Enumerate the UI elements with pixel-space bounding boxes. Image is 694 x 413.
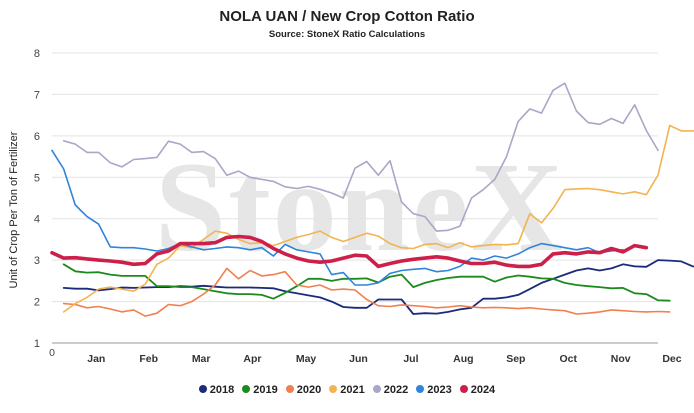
x-tick-label: Aug bbox=[453, 353, 473, 365]
legend-label: 2019 bbox=[253, 384, 278, 396]
legend-label: 2021 bbox=[340, 384, 365, 396]
x-tick-label: Oct bbox=[560, 353, 578, 365]
x-axis-ticks: 0 Jan Feb Mar Apr May Jun Jul Aug Sep Oct Nov Dec bbox=[49, 347, 682, 365]
legend: 2018 2019 2020 2021 2022 2023 2024 bbox=[0, 384, 694, 396]
x-tick-label: Jul bbox=[403, 353, 418, 365]
legend-item-2024[interactable]: 2024 bbox=[459, 384, 496, 396]
y-axis-ticks: 1 2 3 4 5 6 7 8 bbox=[34, 48, 40, 350]
legend-marker bbox=[459, 385, 468, 393]
x-origin-label: 0 bbox=[49, 347, 55, 359]
x-tick-label: Jan bbox=[87, 353, 105, 365]
legend-marker bbox=[329, 385, 338, 393]
legend-marker bbox=[285, 385, 294, 393]
legend-marker bbox=[372, 385, 381, 393]
legend-item-2019[interactable]: 2019 bbox=[242, 384, 278, 396]
series-line-2021 bbox=[62, 124, 694, 313]
series-line-2020 bbox=[62, 267, 671, 317]
y-tick-label: 3 bbox=[34, 255, 40, 267]
y-tick-label: 1 bbox=[34, 338, 40, 350]
series-line-2019 bbox=[62, 263, 671, 302]
series-lines bbox=[50, 82, 694, 317]
series-line-2023 bbox=[51, 149, 624, 286]
x-tick-label: Mar bbox=[192, 353, 211, 365]
x-tick-label: Dec bbox=[662, 353, 681, 365]
legend-label: 2020 bbox=[296, 384, 322, 396]
legend-item-2018[interactable]: 2018 bbox=[198, 384, 235, 396]
x-tick-label: Apr bbox=[243, 353, 261, 365]
legend-marker bbox=[198, 385, 207, 393]
y-tick-label: 6 bbox=[34, 131, 40, 143]
chart-title: NOLA UAN / New Crop Cotton Ratio bbox=[219, 8, 475, 25]
series-line-2024 bbox=[50, 234, 649, 269]
y-tick-label: 5 bbox=[34, 172, 40, 184]
x-tick-label: Sep bbox=[506, 353, 525, 365]
legend-item-2022[interactable]: 2022 bbox=[372, 384, 409, 396]
legend-label: 2018 bbox=[209, 384, 235, 396]
series-line-2022 bbox=[62, 82, 659, 232]
legend-item-2021[interactable]: 2021 bbox=[329, 384, 365, 396]
legend-label: 2023 bbox=[427, 384, 452, 396]
legend-label: 2024 bbox=[470, 384, 496, 396]
x-tick-label: Nov bbox=[611, 353, 631, 365]
y-tick-label: 8 bbox=[34, 48, 40, 60]
x-tick-label: Feb bbox=[139, 353, 158, 365]
y-tick-label: 4 bbox=[34, 214, 40, 226]
x-tick-label: Jun bbox=[349, 353, 368, 365]
legend-marker bbox=[416, 385, 425, 393]
y-tick-label: 7 bbox=[34, 89, 40, 101]
legend-item-2023[interactable]: 2023 bbox=[416, 384, 452, 396]
grid-lines bbox=[52, 52, 658, 344]
legend-marker bbox=[242, 385, 251, 393]
legend-item-2020[interactable]: 2020 bbox=[285, 384, 322, 396]
chart-subtitle: Source: StoneX Ratio Calculations bbox=[268, 29, 426, 40]
x-tick-label: May bbox=[296, 353, 317, 365]
legend-label: 2022 bbox=[383, 384, 409, 396]
y-tick-label: 2 bbox=[34, 297, 40, 309]
